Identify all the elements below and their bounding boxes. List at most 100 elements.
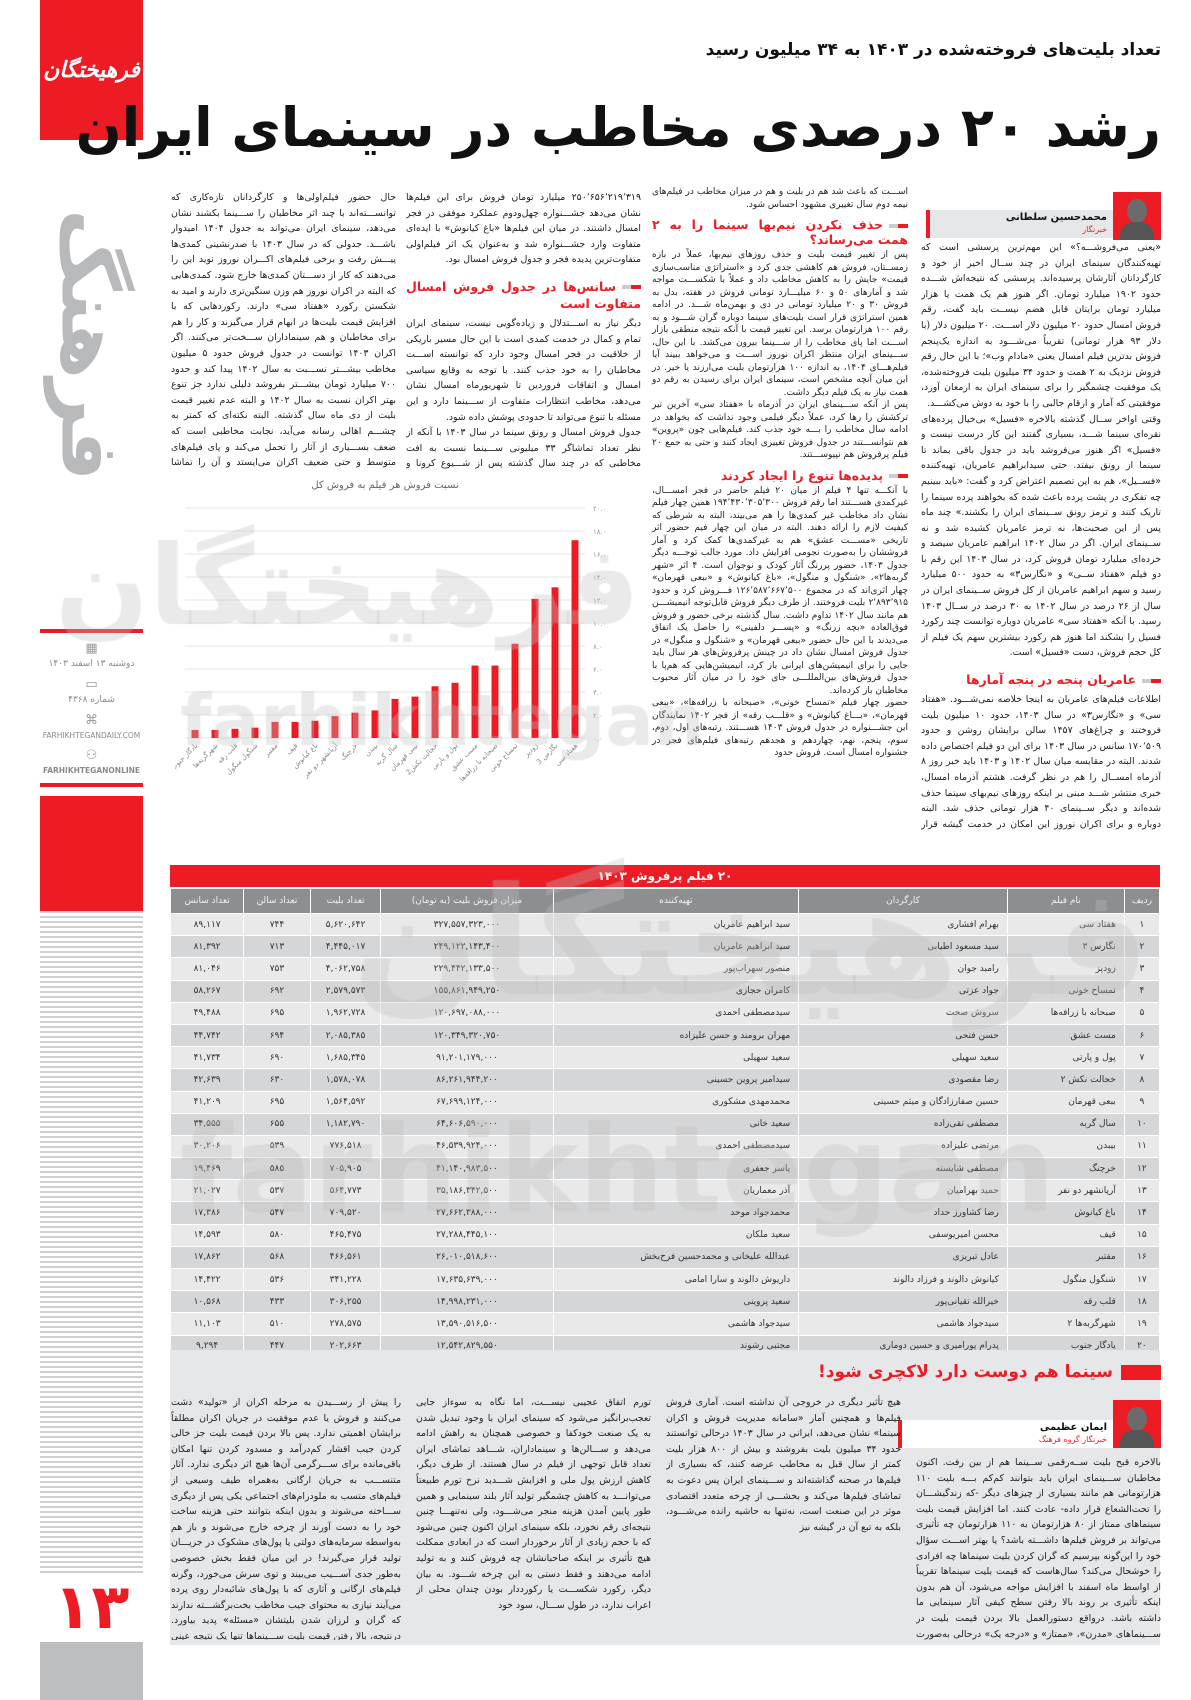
table-cell: ۱۸ (1123, 1290, 1161, 1314)
table-cell: ۱,۱۸۲,۷۹۰ (309, 1112, 382, 1136)
sales-share-bar-chart: نسبت فروش هر فیلم به فروش کل ۰.۰ ۲.۰ ۴.۰ ۶.۰… (175, 480, 607, 783)
subheading: پدیده‌ها تنوع را ایجاد کردند (652, 468, 908, 483)
table-cell: ۶ (1123, 1023, 1161, 1048)
table-cell: تمساح خونی (1006, 979, 1125, 1003)
bar (471, 665, 479, 738)
table-cell: ۵۳۷ (243, 1179, 311, 1203)
article-column-2: اســـت که باعث شد هم در بلیت و هم در میز… (652, 186, 908, 760)
article-column-1: «یعنی می‌فروشـــه؟» این مهم‌ترین پرسشی ا… (921, 240, 1161, 830)
y-tick-label: ۸.۰ (593, 643, 603, 651)
x-tick-label: هفتاد سی (554, 742, 580, 768)
table-cell: ۱۲ (1123, 1157, 1161, 1181)
logo-text: فرهیختگان (43, 57, 140, 83)
table-cell: قلب رقه (1006, 1290, 1125, 1314)
column-header: تعداد بلیت (309, 888, 382, 914)
table-cell: مصطفی تقی‌زاده (798, 1112, 1008, 1136)
table-cell: داریوش دالوند و سارا امامی (552, 1267, 800, 1292)
bar (431, 686, 439, 738)
table-cell: ۵ (1123, 1001, 1161, 1025)
table-cell: ۱,۹۶۲,۷۲۸ (309, 1001, 382, 1025)
table-cell: ۱۲۰,۳۴۹,۳۲۰,۷۵۰ (380, 1023, 554, 1048)
author-byline: ایمان عظیمی خبرنگار گروه فرهنگ (891, 1400, 1161, 1450)
table-cell: ۷۵۳ (243, 957, 311, 981)
table-cell: حسن فتحی (798, 1023, 1008, 1048)
table-cell: آذر معماریان (552, 1179, 800, 1203)
table-cell: ۷۰۵,۹۰۵ (309, 1157, 382, 1181)
table-cell: ۱۷,۸۶۲ (169, 1245, 245, 1270)
table-cell: سعید خانی (552, 1112, 800, 1136)
paragraph: جدول فروش امسال و رونق سینما در سال ۱۴۰۳… (406, 427, 641, 470)
table-cell: ۱۰ (1123, 1112, 1161, 1136)
table-cell: ۴۱,۱۴۰,۹۸۳,۵۰۰ (380, 1157, 554, 1181)
table-cell: رضا کشاورز حداد (798, 1201, 1008, 1225)
table-cell: ۱۲۰,۶۹۷,۰۸۸,۰۰۰ (380, 1001, 554, 1025)
table-row: ۶ مست عشق حسن فتحی مهران برومند و حسن علیزا… (169, 1023, 1161, 1048)
table-cell: ۶۴,۶۰۶,۵۹۰,۰۰۰ (380, 1112, 554, 1136)
web-icon: ⌘ (85, 713, 98, 728)
table-cell: ۸۹,۱۱۷ (169, 912, 245, 937)
paragraph: اطلاعات فیلم‌های عامریان به اینجا خلاصه … (921, 694, 1161, 830)
table-cell: ۲۷,۶۶۲,۳۸۸,۰۰۰ (380, 1201, 554, 1225)
table-cell: ۹ (1123, 1090, 1161, 1114)
chart-title: نسبت فروش هر فیلم به فروش کل (311, 480, 458, 491)
column-header: نام فیلم (1006, 888, 1125, 914)
opinion-column-4: را پیش از رســـیدن به مرحله اکران از «تو… (171, 1395, 401, 1640)
article-column-3: ۲۵۰٬۶۵۶٬۲۱۹٬۳۱۹ میلیارد تومان فروش برای … (406, 190, 641, 470)
red-accent-block (40, 796, 143, 911)
table-cell: ۴۶۶,۵۶۱ (309, 1245, 382, 1270)
table-cell: ۱۴ (1123, 1201, 1161, 1225)
table-cell: مرتضی علیزاده (798, 1134, 1008, 1159)
striped-decoration (40, 911, 143, 1576)
x-tick-label: خرچنگ (338, 741, 359, 762)
paragraph: ۲۵۰٬۶۵۶٬۲۱۹٬۳۱۹ میلیارد تومان فروش برای … (406, 192, 641, 266)
table-row: ۱۶ مفتبر عادل تبریزی عبدالله علیخانی و محمد… (169, 1245, 1161, 1270)
table-cell: مصطفی شایسته (798, 1157, 1008, 1181)
website-link[interactable]: FARHIKHTEGANDAILY.COM (42, 731, 141, 740)
table-cell: ۱۹ (1123, 1312, 1161, 1336)
table-cell: ۱۷,۶۳۵,۶۳۹,۰۰۰ (380, 1267, 554, 1292)
y-tick-label: ۱۸.۰ (593, 528, 607, 536)
y-tick-label: ۱۴.۰ (593, 574, 607, 582)
table-cell: آرپانشهر دو نفر (1006, 1179, 1125, 1203)
kicker: تعداد بلیت‌های فروخته‌شده در ۱۴۰۳ به ۳۴ … (705, 40, 1161, 60)
table-cell: ۸۶,۲۶۱,۹۴۴,۲۰۰ (380, 1068, 554, 1092)
author-name: ایمان عظیمی (1039, 1422, 1107, 1433)
table-cell: ۵۱۰ (243, 1312, 311, 1336)
table-cell: ۷ (1123, 1046, 1161, 1070)
table-cell: ۴۱,۷۳۴ (169, 1046, 245, 1070)
top-20-films-table: ردیف نام فیلم کارگردان تهیه‌کننده میزان فروش… (169, 888, 1161, 1358)
table-cell: بهرام افشاری (798, 912, 1008, 937)
table-cell: خجالت نکش ۲ (1006, 1068, 1125, 1092)
y-tick-label: ۰.۰ (593, 735, 603, 743)
opinion-title: سینما هم دوست دارد لاکچری شود! (818, 1362, 1161, 1382)
table-cell: ۴,۴۴۵,۰۱۷ (309, 935, 382, 959)
bar (371, 710, 379, 738)
table-cell: ۱ (1123, 912, 1161, 937)
paragraph: «یعنی می‌فروشـــه؟» این مهم‌ترین پرسشی ا… (921, 242, 1161, 409)
table-row: ۴ تمساح خونی جواد عزتی کامران حجازی ۱۵۵,۸۶۱,… (169, 979, 1161, 1003)
opinion-column-2: هیچ تأثیر دیگری در خروجی آن نداشته است. … (666, 1395, 901, 1640)
social-handle[interactable]: FARHIKHTEGANONLINE (42, 766, 141, 775)
table-cell: حسین صفارزادگان و میثم حسینی (798, 1090, 1008, 1114)
table-row: ۱۲ خرچنگ مصطفی شایسته یاسر جعفری ۴۱,۱۴۰,۹۸۳,… (169, 1157, 1161, 1181)
bar (511, 643, 519, 738)
table-cell: ۳۴,۵۵۵ (169, 1112, 245, 1136)
paragraph: وقتی اواخر ســال گذشته بالاخره «فسیل» بی… (921, 413, 1161, 659)
table-cell: رامبد جوان (798, 957, 1008, 981)
table-cell: ۱۱ (1123, 1134, 1161, 1159)
table-cell: ۴۲,۶۳۹ (169, 1068, 245, 1092)
subheading: سانس‌ها در جدول فروش امسال متفاوت است (406, 278, 641, 311)
table-row: ۳ زودپز رامبد جوان منصور سهراب‌پور ۲۲۹,۴۴۲,۱… (169, 957, 1161, 981)
table-cell: سیدامیر پروین حسینی (552, 1068, 800, 1092)
table-cell: مست عشق (1006, 1023, 1125, 1048)
table-cell: محمدجواد موحد (552, 1201, 800, 1225)
table-cell: کامران حجازی (552, 979, 800, 1003)
newspaper-icon: ▭ (85, 677, 98, 692)
table-cell: ۲۶,۰۱۰,۵۱۸,۶۰۰ (380, 1245, 554, 1270)
paragraph: حال حضور فیلم‌اولی‌ها و کارگردانان تازه‌… (171, 192, 396, 469)
paragraph: با آنکـــه تنها ۴ فیلم از میان ۲۰ فیلم ح… (652, 485, 909, 696)
table-cell: ۵۳۹ (243, 1134, 311, 1159)
column-header: تعداد سانس (169, 888, 245, 914)
table-cell: ۹۱,۲۰۱,۱۷۹,۰۰۰ (380, 1046, 554, 1070)
table-cell: ۱,۵۶۴,۵۹۲ (309, 1090, 382, 1114)
